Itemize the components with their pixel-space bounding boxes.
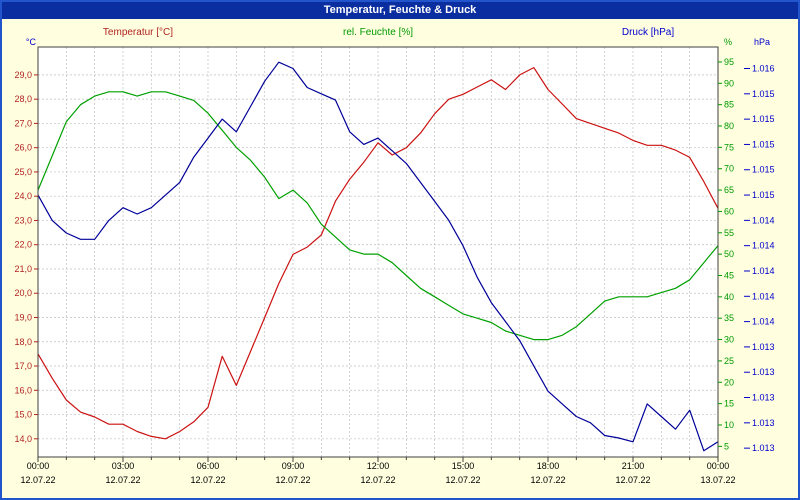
press-axis-label: 1.013 [752, 443, 775, 453]
x-axis-date-label: 12.07.22 [445, 475, 480, 485]
temp-axis-label: 16,0 [14, 385, 32, 395]
press-axis-label: 1.015 [752, 139, 775, 149]
x-axis-time-label: 06:00 [197, 461, 220, 471]
press-axis-label: 1.013 [752, 393, 775, 403]
hum-axis-label: 15 [724, 399, 734, 409]
x-axis-date-label: 12.07.22 [20, 475, 55, 485]
press-axis-label: 1.014 [752, 241, 775, 251]
hum-axis-label: 20 [724, 377, 734, 387]
hum-axis-label: 55 [724, 228, 734, 238]
hum-axis-label: 40 [724, 292, 734, 302]
hum-axis-label: 85 [724, 100, 734, 110]
press-axis-label: 1.015 [752, 89, 775, 99]
hum-axis-label: 10 [724, 420, 734, 430]
legend-pressure: Druck [hPa] [622, 27, 674, 38]
temp-axis-label: 19,0 [14, 313, 32, 323]
temp-axis-label: 20,0 [14, 288, 32, 298]
x-axis-time-label: 21:00 [622, 461, 645, 471]
hum-axis-label: 25 [724, 356, 734, 366]
x-axis-date-label: 12.07.22 [190, 475, 225, 485]
hum-axis-label: 35 [724, 313, 734, 323]
temp-axis-unit: °C [26, 37, 37, 47]
temp-axis-label: 17,0 [14, 361, 32, 371]
temp-axis-label: 14,0 [14, 434, 32, 444]
press-axis-label: 1.015 [752, 165, 775, 175]
temp-axis-label: 24,0 [14, 191, 32, 201]
hum-axis-label: 45 [724, 270, 734, 280]
hum-axis-unit: % [724, 37, 732, 47]
press-axis-label: 1.014 [752, 215, 775, 225]
press-axis-label: 1.014 [752, 291, 775, 301]
press-axis-label: 1.013 [752, 418, 775, 428]
x-axis-time-label: 03:00 [112, 461, 135, 471]
press-axis-label: 1.015 [752, 190, 775, 200]
series-line-humidity [37, 91, 719, 341]
press-axis-label: 1.014 [752, 317, 775, 327]
legend-humidity: rel. Feuchte [%] [343, 27, 413, 38]
press-axis-label: 1.013 [752, 367, 775, 377]
window-titlebar: Temperatur, Feuchte & Druck [2, 2, 798, 19]
temp-axis-label: 28,0 [14, 94, 32, 104]
x-axis-date-label: 12.07.22 [275, 475, 310, 485]
hum-axis-label: 60 [724, 206, 734, 216]
chart-area: Temperatur [°C] rel. Feuchte [%] Druck [hP… [2, 19, 798, 498]
x-axis-time-label: 12:00 [367, 461, 390, 471]
hum-axis-label: 75 [724, 142, 734, 152]
x-axis-date-label: 12.07.22 [530, 475, 565, 485]
temp-axis-label: 23,0 [14, 215, 32, 225]
legend-temperature: Temperatur [°C] [103, 27, 173, 38]
chart-canvas: Temperatur [°C] rel. Feuchte [%] Druck [hP… [14, 27, 775, 485]
x-axis-time-label: 18:00 [537, 461, 560, 471]
temp-axis-label: 21,0 [14, 264, 32, 274]
temp-axis-label: 22,0 [14, 240, 32, 250]
hum-axis-label: 30 [724, 335, 734, 345]
press-axis-label: 1.016 [752, 64, 775, 74]
temp-axis-label: 29,0 [14, 70, 32, 80]
x-axis-date-label: 12.07.22 [360, 475, 395, 485]
hum-axis-label: 80 [724, 121, 734, 131]
series-line-pressure [37, 61, 719, 452]
temp-axis-label: 18,0 [14, 337, 32, 347]
x-axis-time-label: 00:00 [27, 461, 50, 471]
x-axis-time-label: 00:00 [707, 461, 730, 471]
temp-axis-label: 26,0 [14, 143, 32, 153]
x-axis-date-label: 12.07.22 [105, 475, 140, 485]
hum-axis-label: 90 [724, 78, 734, 88]
press-axis-unit: hPa [754, 37, 770, 47]
temp-axis-label: 25,0 [14, 167, 32, 177]
press-axis-label: 1.014 [752, 266, 775, 276]
hum-axis-label: 5 [724, 441, 729, 451]
series-line-temperature [37, 66, 719, 440]
hum-axis-label: 70 [724, 164, 734, 174]
temp-axis-label: 27,0 [14, 118, 32, 128]
x-axis-time-label: 09:00 [282, 461, 305, 471]
press-axis-label: 1.013 [752, 342, 775, 352]
window-title: Temperatur, Feuchte & Druck [323, 4, 477, 16]
temp-axis-label: 15,0 [14, 410, 32, 420]
hum-axis-label: 65 [724, 185, 734, 195]
hum-axis-label: 95 [724, 57, 734, 67]
x-axis-time-label: 15:00 [452, 461, 475, 471]
press-axis-label: 1.015 [752, 114, 775, 124]
hum-axis-label: 50 [724, 249, 734, 259]
x-axis-date-label: 12.07.22 [615, 475, 650, 485]
x-axis-date-label: 13.07.22 [700, 475, 735, 485]
